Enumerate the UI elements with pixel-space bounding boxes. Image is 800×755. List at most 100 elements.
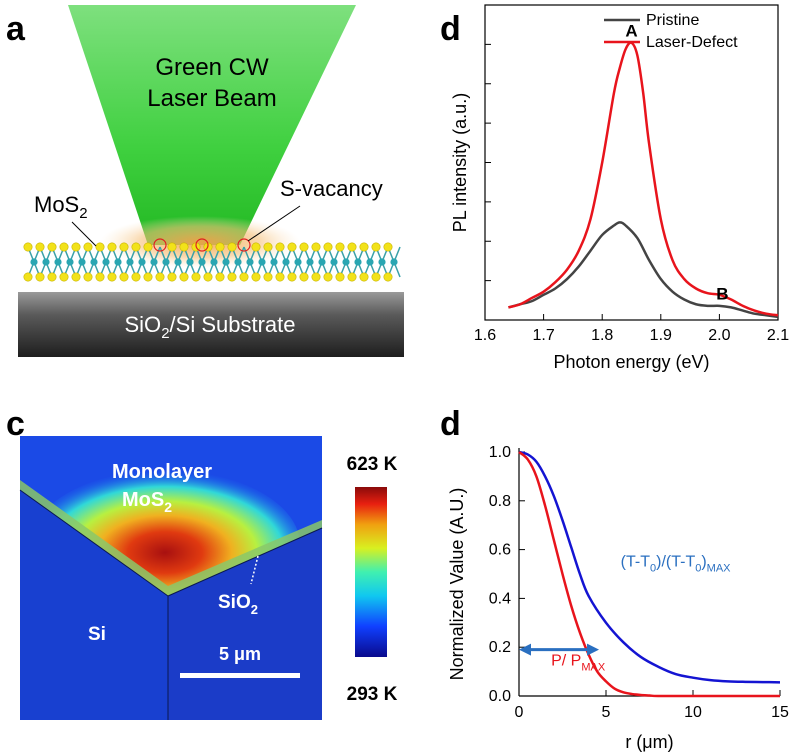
substrate-label: SiO2/Si Substrate (125, 312, 296, 342)
si-right-region (168, 528, 322, 720)
panel-a: a Green CW Laser Beam SiO2/Si Substrate … (6, 5, 404, 357)
s-atom (335, 242, 345, 252)
peak-annotation: B (716, 285, 728, 304)
mo-atom (378, 258, 386, 266)
s-atom (23, 272, 33, 282)
s-atom (251, 242, 261, 252)
s-atom (263, 272, 273, 282)
s-atom (47, 242, 57, 252)
s-atom (371, 272, 381, 282)
s-atom (167, 242, 177, 252)
mo-atom (354, 258, 362, 266)
panel-c-label: c (6, 405, 25, 443)
legend-entry: Laser-Defect (646, 34, 738, 51)
s-atom (59, 272, 69, 282)
s-atom (215, 272, 225, 282)
s-atom (47, 272, 57, 282)
vacancy-marker (237, 238, 251, 252)
width-arrow-head-right (587, 643, 600, 656)
mo-atom (30, 258, 38, 266)
s-atom (323, 242, 333, 252)
mo-atom (294, 258, 302, 266)
mos2-sim-label: MoS2 (122, 489, 172, 515)
x-tick-label: 0 (515, 704, 524, 721)
x-tick-label: 15 (771, 704, 789, 721)
laser-spot-glow (100, 216, 300, 268)
y-tick-label: 0.2 (489, 639, 511, 656)
y-tick-label: 0.8 (489, 493, 511, 510)
y-tick-label: 1.0 (489, 444, 511, 461)
mo-atom (90, 258, 98, 266)
peak-annotation: A (625, 22, 637, 41)
s-atom (59, 242, 69, 252)
radial-profile-text: (T-T0)/(T-T0)MAX P/ PMAX (519, 554, 732, 673)
series-line-pristine (508, 221, 779, 319)
x-tick-label: 1.8 (591, 327, 613, 344)
beam-label-line2: Laser Beam (147, 85, 276, 112)
s-atom (287, 272, 297, 282)
s-atom (35, 272, 45, 282)
s-atom (119, 272, 129, 282)
s-atom (155, 272, 165, 282)
mo-atom (66, 258, 74, 266)
beam-label-line1: Green CW (155, 54, 269, 81)
s-atom (359, 242, 369, 252)
mos2-label: MoS2 (34, 192, 88, 222)
s-atom (239, 272, 249, 282)
x-tick-label: 1.6 (474, 327, 496, 344)
s-atom (383, 242, 393, 252)
mo-atom (282, 258, 290, 266)
s-atom (35, 242, 45, 252)
panel-d-top-label: d (440, 10, 461, 48)
mo-atom (54, 258, 62, 266)
pl-spectrum-chart: d 1.6 1.7 1.8 1.9 2.0 2.1 Photon energy (eV) PL… (440, 4, 789, 372)
panel-c: c Monolayer MoS2 SiO2 Si 5 μm 623 (6, 405, 398, 720)
x-tick-label: 5 (602, 704, 611, 721)
s-atom (95, 242, 105, 252)
s-atom (107, 272, 117, 282)
x-tick-label: 2.0 (708, 327, 730, 344)
colorbar-max-label: 623 K (347, 454, 398, 475)
colorbar (355, 487, 387, 657)
s-atom (95, 272, 105, 282)
pl-spectrum-series (508, 41, 779, 319)
mo-atom (318, 258, 326, 266)
scalebar (180, 673, 300, 678)
panel-a-label: a (6, 10, 26, 48)
s-atom (167, 272, 177, 282)
s-atom (227, 242, 237, 252)
s-atom (371, 242, 381, 252)
x-tick-label: 10 (684, 704, 702, 721)
width-arrow-head-left (519, 643, 531, 656)
mo-atom (258, 258, 266, 266)
s-atom (311, 272, 321, 282)
substrate (18, 292, 404, 357)
s-atom (71, 272, 81, 282)
y-tick-label: 0.6 (489, 542, 511, 559)
s-atom (203, 272, 213, 282)
temperature-annotation: (T-T0)/(T-T0)MAX (621, 554, 732, 575)
mo-atom (306, 258, 314, 266)
s-atom (287, 242, 297, 252)
s-atom (227, 272, 237, 282)
y-axis-label: PL intensity (a.u.) (450, 93, 470, 232)
legend-entry: Pristine (646, 12, 699, 29)
s-atom (347, 272, 357, 282)
x-tick-label: 2.1 (767, 327, 789, 344)
mo-atom (186, 258, 194, 266)
s-atom (143, 272, 153, 282)
si-left-region (20, 490, 168, 720)
s-atom (311, 242, 321, 252)
si-sim-label: Si (88, 624, 106, 645)
x-axis-label: r (μm) (625, 732, 673, 752)
x-tick-label: 1.9 (650, 327, 672, 344)
s-atom (323, 272, 333, 282)
thermal-simulation-map (19, 436, 323, 720)
s-atom (215, 242, 225, 252)
mo-atom (198, 258, 206, 266)
x-axis-label: Photon energy (eV) (553, 352, 709, 372)
mo-atom (270, 258, 278, 266)
mo-atom (114, 258, 122, 266)
series-line-laser-defect (508, 41, 779, 317)
